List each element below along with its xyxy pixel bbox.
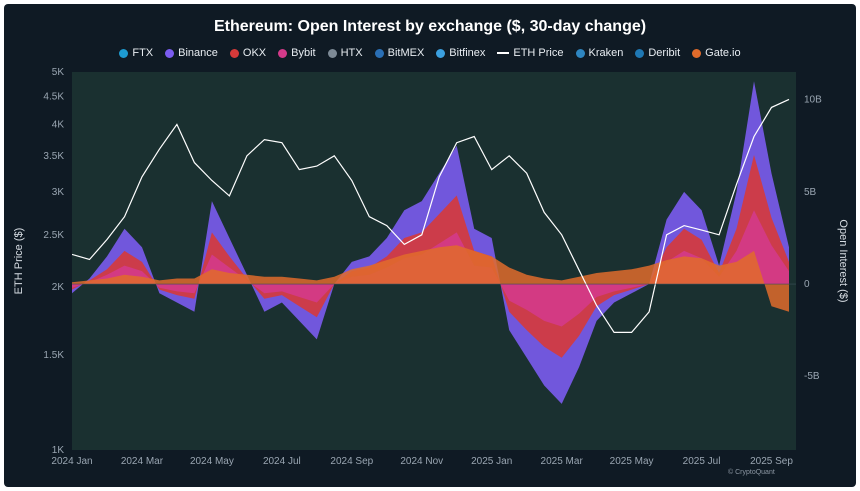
x-tick-label: 2024 Jul <box>263 456 301 467</box>
y-left-tick-label: 2K <box>52 282 65 293</box>
x-tick-label: 2024 Nov <box>400 456 443 467</box>
legend-swatch <box>278 48 288 58</box>
x-tick-label: 2024 Sep <box>330 456 373 467</box>
legend-item[interactable]: Gate.io <box>692 47 741 59</box>
legend-item[interactable]: Bitfinex <box>436 47 485 59</box>
y-left-tick-label: 3.5K <box>43 151 64 162</box>
legend-swatch <box>436 48 446 58</box>
y-left-tick-label: 3K <box>52 187 65 198</box>
legend-label: Bybit <box>291 47 316 59</box>
copyright-credit: © CryptoQuant <box>728 468 775 476</box>
y-right-tick-label: 0 <box>804 279 810 290</box>
y-right-tick-label: 10B <box>804 95 822 106</box>
legend-swatch <box>374 48 384 58</box>
legend-label: BitMEX <box>387 47 425 59</box>
legend-swatch <box>497 52 510 54</box>
legend-item[interactable]: Binance <box>165 47 218 59</box>
y-left-tick-label: 1K <box>52 445 65 456</box>
x-tick-label: 2024 May <box>190 456 234 467</box>
legend-label: ETH Price <box>513 47 564 59</box>
legend-label: HTX <box>340 47 363 59</box>
y-right-axis-title: Open Interest ($) <box>837 219 849 302</box>
chart-title: Ethereum: Open Interest by exchange ($, … <box>213 18 647 35</box>
y-left-tick-label: 4K <box>52 119 65 130</box>
eth-price-line <box>72 98 790 333</box>
y-left-tick-label: 1.5K <box>43 350 64 361</box>
legend-swatch <box>327 48 337 58</box>
x-tick-label: 2025 Mar <box>541 456 584 467</box>
legend-swatch <box>635 48 645 58</box>
legend-item[interactable]: Kraken <box>575 47 624 59</box>
x-tick-label: 2025 Jul <box>683 456 721 467</box>
chart-legend: FTX Binance OKX Bybit HTX BitMEX Bitfinex ETH P… <box>0 47 860 59</box>
series-area-gate-io <box>72 245 790 312</box>
legend-swatch <box>165 48 175 58</box>
legend-item[interactable]: HTX <box>327 47 363 59</box>
legend-item[interactable]: Deribit <box>635 47 680 59</box>
legend-label: OKX <box>242 47 267 59</box>
legend-label: Kraken <box>588 47 624 59</box>
legend-label: Bitfinex <box>449 47 486 59</box>
legend-swatch <box>575 48 585 58</box>
legend-label: Deribit <box>648 47 681 59</box>
x-tick-label: 2025 Sep <box>750 456 793 467</box>
y-left-axis-title: ETH Price ($) <box>13 228 25 295</box>
legend-label: Binance <box>178 47 218 59</box>
legend-swatch <box>229 48 239 58</box>
y-left-tick-label: 2.5K <box>43 230 64 241</box>
legend-swatch <box>119 48 129 58</box>
x-tick-label: 2024 Mar <box>121 456 164 467</box>
y-left-tick-label: 4.5K <box>43 92 64 103</box>
legend-item[interactable]: Bybit <box>278 47 316 59</box>
legend-label: FTX <box>132 47 154 59</box>
y-right-tick-label: -5B <box>804 371 820 382</box>
legend-swatch <box>692 48 702 58</box>
legend-label: Gate.io <box>705 47 741 59</box>
y-left-tick-label: 5K <box>52 67 65 78</box>
legend-item[interactable]: BitMEX <box>374 47 425 59</box>
legend-item[interactable]: OKX <box>229 47 267 59</box>
x-tick-label: 2024 Jan <box>51 456 92 467</box>
y-right-tick-label: 5B <box>804 187 817 198</box>
legend-item[interactable]: FTX <box>119 47 153 59</box>
x-tick-label: 2025 May <box>610 456 654 467</box>
x-tick-label: 2025 Jan <box>471 456 512 467</box>
legend-item[interactable]: ETH Price <box>497 47 564 59</box>
